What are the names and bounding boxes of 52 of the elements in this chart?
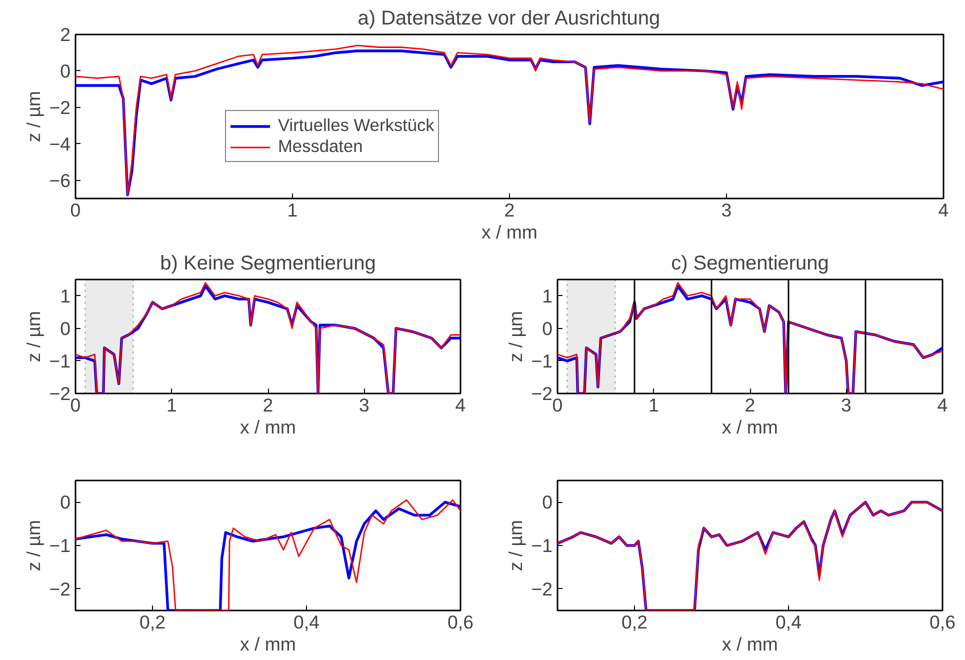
- y-axis-title: z / µm: [23, 90, 44, 142]
- y-tick-label: −2: [531, 383, 553, 404]
- y-tick-label: 1: [542, 285, 553, 306]
- x-tick-label: 1: [166, 394, 177, 416]
- x-tick-label: 1: [287, 200, 298, 220]
- x-tick-label: 4: [937, 394, 948, 416]
- x-tick-label: 0,2: [622, 612, 648, 632]
- x-tick-label: 4: [938, 200, 949, 220]
- x-axis-title: x / mm: [240, 416, 296, 438]
- x-tick-label: 0,4: [776, 612, 802, 632]
- x-axis-title: x / mm: [722, 416, 778, 438]
- y-tick-label: −2: [49, 96, 71, 118]
- y-axis-title: z / µm: [505, 310, 526, 362]
- y-tick-label: 0: [542, 492, 553, 513]
- x-axis-title: x / mm: [722, 634, 778, 654]
- x-tick-label: 0,6: [930, 612, 956, 632]
- y-tick-label: −2: [49, 578, 71, 600]
- y-tick-label: −4: [49, 133, 71, 154]
- y-tick-label: −2: [531, 578, 553, 600]
- y-tick-label: 0: [60, 60, 71, 82]
- chart-title: b) Keine Segmentierung: [160, 252, 376, 274]
- y-tick-label: 0: [60, 318, 71, 339]
- x-tick-label: 3: [359, 394, 370, 416]
- x-tick-label: 0,2: [140, 612, 166, 632]
- x-axis-title: x / mm: [482, 222, 538, 242]
- x-tick-label: 4: [455, 394, 466, 416]
- y-axis-title: z / µm: [505, 520, 526, 572]
- y-tick-label: −1: [531, 535, 553, 556]
- y-tick-label: −1: [49, 350, 71, 372]
- y-tick-label: −2: [49, 383, 71, 404]
- x-axis-title: x / mm: [240, 634, 296, 654]
- y-axis-title: z / µm: [23, 310, 44, 362]
- x-tick-label: 2: [504, 200, 515, 220]
- x-tick-label: 3: [721, 200, 732, 220]
- chart-title: c) Segmentierung: [671, 252, 829, 274]
- y-tick-label: −1: [49, 535, 71, 556]
- y-tick-label: 2: [60, 24, 71, 45]
- y-tick-label: −1: [531, 350, 553, 372]
- y-tick-label: 0: [542, 318, 553, 339]
- x-tick-label: 2: [262, 394, 274, 416]
- legend-label: Messdaten: [278, 136, 363, 157]
- x-tick-label: 0,6: [448, 612, 474, 632]
- legend-label: Virtuelles Werkstück: [278, 115, 434, 136]
- x-tick-label: 2: [744, 394, 756, 416]
- y-tick-label: −6: [49, 170, 71, 191]
- x-tick-label: 1: [648, 394, 659, 416]
- chart-title: a) Datensätze vor der Ausrichtung: [358, 8, 660, 30]
- y-tick-label: 1: [60, 285, 71, 306]
- x-tick-label: 0,4: [294, 612, 320, 632]
- x-tick-label: 3: [841, 394, 852, 416]
- y-axis-title: z / µm: [23, 520, 44, 572]
- y-tick-label: 0: [60, 492, 71, 513]
